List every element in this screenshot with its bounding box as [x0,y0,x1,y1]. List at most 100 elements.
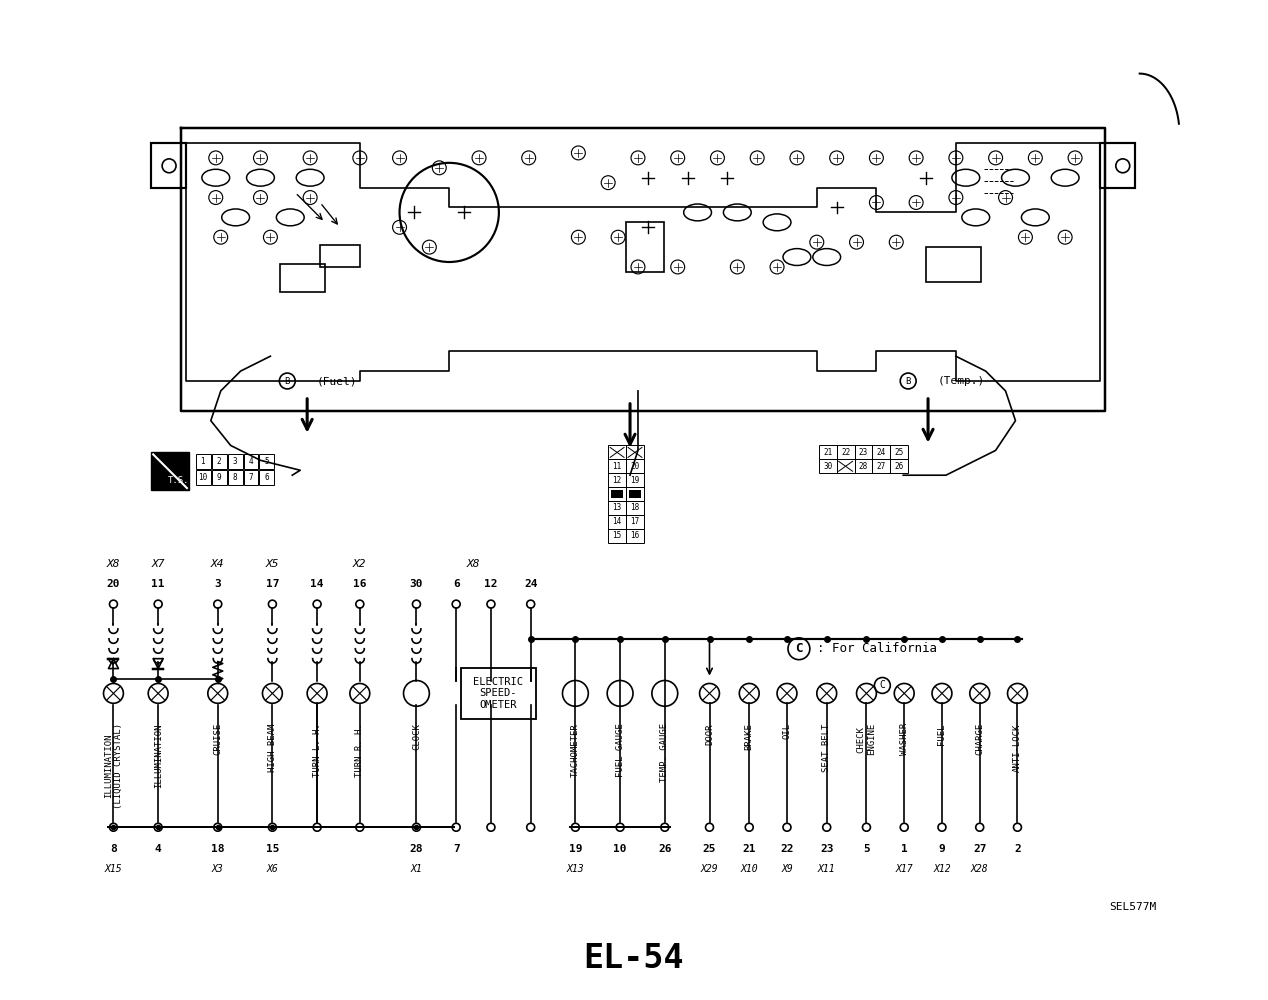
Bar [872,459,890,473]
Text: ELECTRIC: ELECTRIC [473,677,522,687]
Text: 13: 13 [612,503,621,512]
Text: 20: 20 [107,579,120,589]
Text: (Temp.): (Temp.) [938,376,985,386]
Bar [320,245,360,267]
Text: 27: 27 [876,462,886,471]
Text: X13: X13 [567,864,585,874]
Bar [837,445,855,459]
Bar [151,143,186,188]
Text: CHARGE: CHARGE [975,723,984,755]
Text: 20: 20 [630,462,639,471]
Text: HIGH BEAM: HIGH BEAM [268,723,276,772]
Text: 22: 22 [780,844,794,854]
Text: X6: X6 [266,864,278,874]
Bar [890,445,908,459]
Text: 3: 3 [214,579,221,589]
Text: 24: 24 [524,579,538,589]
Bar [855,459,872,473]
Text: 15: 15 [612,531,621,540]
Text: X15: X15 [105,864,122,874]
Text: TACHOMETER: TACHOMETER [571,723,579,777]
Text: X8: X8 [107,559,120,569]
Text: FUEL GAUGE: FUEL GAUGE [615,723,625,777]
Text: C: C [880,680,885,690]
Text: TURN R. H.: TURN R. H. [355,723,364,777]
Text: 4: 4 [155,844,161,854]
Text: FUEL: FUEL [937,723,946,745]
Text: X3: X3 [212,864,223,874]
Text: 1: 1 [200,457,205,466]
Text: 30: 30 [823,462,832,471]
Bar [626,515,644,529]
Text: X1: X1 [411,864,422,874]
Bar [611,490,623,498]
Text: 28: 28 [410,844,424,854]
Bar [609,501,626,515]
Bar [819,459,837,473]
Text: X5: X5 [265,559,279,569]
Bar [890,459,908,473]
Text: SEAT BELT: SEAT BELT [822,723,832,772]
Text: 6: 6 [453,579,459,589]
Bar [260,454,274,469]
Bar [1099,143,1135,188]
Text: 4: 4 [249,457,252,466]
Text: 1: 1 [900,844,908,854]
Text: CHECK
ENGINE: CHECK ENGINE [857,723,876,755]
Text: 14: 14 [311,579,323,589]
Text: : For California: : For California [817,642,937,655]
Bar [626,501,644,515]
Bar [212,470,227,485]
Text: 5: 5 [264,457,269,466]
Bar [837,459,855,473]
Bar [609,459,626,473]
Bar [855,445,872,459]
Text: 9: 9 [938,844,946,854]
Text: 12: 12 [612,476,621,485]
Bar [626,473,644,487]
Text: 11: 11 [151,579,165,589]
Bar [609,515,626,529]
Bar [629,490,640,498]
Text: X2: X2 [353,559,366,569]
Text: X12: X12 [933,864,951,874]
Text: SEL577M: SEL577M [1110,902,1156,912]
Text: X10: X10 [741,864,758,874]
Text: CLOCK: CLOCK [412,723,421,750]
Text: T.S.: T.S. [169,476,190,485]
Text: DOOR: DOOR [705,723,714,745]
Text: 3: 3 [232,457,237,466]
Text: CRUISE: CRUISE [213,723,222,755]
Text: 25: 25 [702,844,716,854]
Bar [228,470,242,485]
Text: SPEED-: SPEED- [479,688,516,698]
Text: 14: 14 [612,517,621,526]
Text: 5: 5 [864,844,870,854]
Text: 30: 30 [410,579,424,589]
Text: 23: 23 [820,844,833,854]
Bar [280,264,325,292]
Text: TEMP. GAUGE: TEMP. GAUGE [661,723,670,782]
Bar [626,529,644,543]
Text: 2: 2 [1014,844,1021,854]
Text: X29: X29 [701,864,718,874]
Text: 19: 19 [568,844,582,854]
Text: 28: 28 [858,462,869,471]
Text: ILLUMINATION
(LIQUID CRYSTAL): ILLUMINATION (LIQUID CRYSTAL) [104,723,123,809]
Bar [626,222,664,272]
Bar [626,445,644,459]
Text: X28: X28 [971,864,989,874]
Text: 19: 19 [630,476,639,485]
Bar [212,454,227,469]
Text: ANTI-LOCK: ANTI-LOCK [1013,723,1022,772]
Text: 10: 10 [198,473,208,482]
Text: 18: 18 [210,844,224,854]
Text: 18: 18 [630,503,639,512]
Text: 16: 16 [353,579,366,589]
Text: 15: 15 [265,844,279,854]
Text: X4: X4 [210,559,224,569]
Text: BRAKE: BRAKE [744,723,753,750]
Bar [195,470,210,485]
Text: 11: 11 [612,462,621,471]
Text: ILLUMINATION: ILLUMINATION [153,723,162,788]
